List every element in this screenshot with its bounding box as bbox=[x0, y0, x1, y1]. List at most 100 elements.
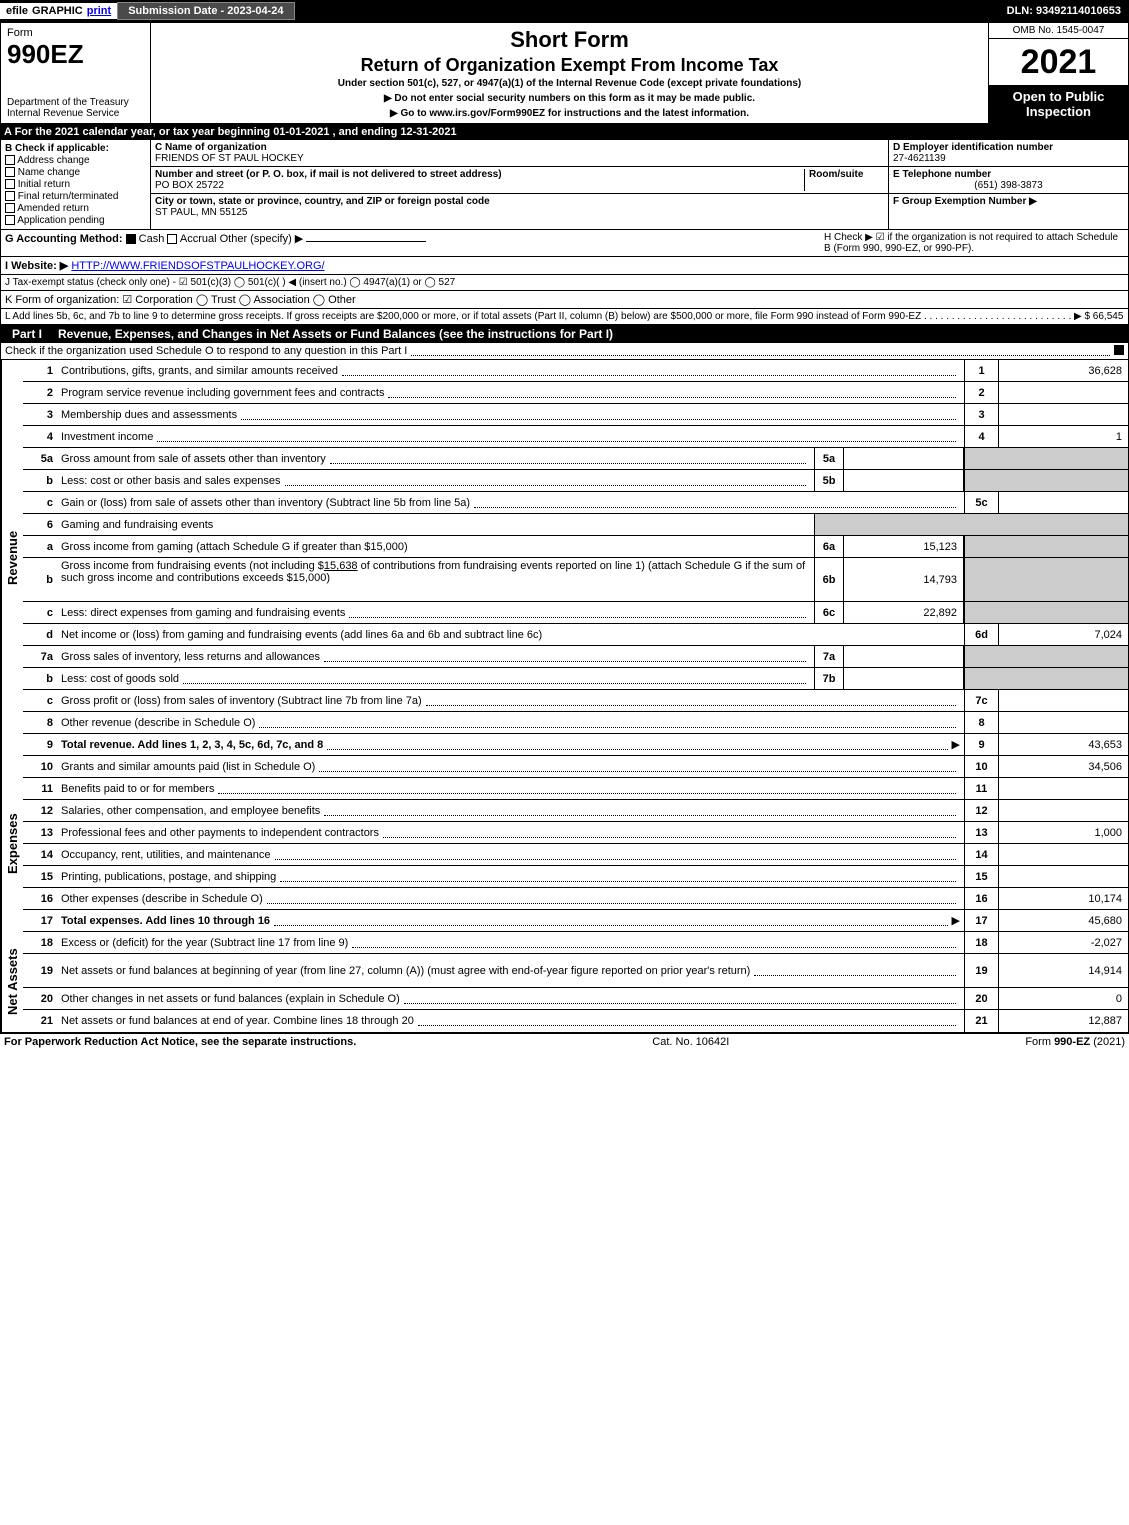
topbar: efile GRAPHIC print Submission Date - 20… bbox=[0, 0, 1129, 22]
row-a-period: A For the 2021 calendar year, or tax yea… bbox=[0, 124, 1129, 140]
h-schedule-b: H Check ▶ ☑ if the organization is not r… bbox=[824, 232, 1124, 254]
line-8: 8Other revenue (describe in Schedule O)8 bbox=[23, 712, 1128, 734]
f-label: F Group Exemption Number ▶ bbox=[893, 196, 1037, 207]
line-6: 6Gaming and fundraising events bbox=[23, 514, 1128, 536]
part1-header: Part I Revenue, Expenses, and Changes in… bbox=[0, 325, 1129, 343]
line-5a: 5aGross amount from sale of assets other… bbox=[23, 448, 1128, 470]
part1-title: Revenue, Expenses, and Changes in Net As… bbox=[58, 327, 613, 341]
c-street-label: Number and street (or P. O. box, if mail… bbox=[155, 169, 502, 180]
expenses-table: Expenses 10Grants and similar amounts pa… bbox=[0, 756, 1129, 932]
header-right: OMB No. 1545-0047 2021 Open to Public In… bbox=[988, 23, 1128, 123]
line-11: 11Benefits paid to or for members11 bbox=[23, 778, 1128, 800]
website-link[interactable]: HTTP://WWW.FRIENDSOFSTPAULHOCKEY.ORG/ bbox=[71, 260, 324, 272]
instruction-line-2: ▶ Go to www.irs.gov/Form990EZ for instru… bbox=[161, 108, 978, 119]
d-label: D Employer identification number bbox=[893, 142, 1053, 153]
line-6c: cLess: direct expenses from gaming and f… bbox=[23, 602, 1128, 624]
c-city-value: ST PAUL, MN 55125 bbox=[155, 207, 247, 218]
line-9: 9Total revenue. Add lines 1, 2, 3, 4, 5c… bbox=[23, 734, 1128, 756]
row-l-gross: L Add lines 5b, 6c, and 7b to line 9 to … bbox=[0, 309, 1129, 325]
line-17: 17Total expenses. Add lines 10 through 1… bbox=[23, 910, 1128, 932]
line-5b: bLess: cost or other basis and sales exp… bbox=[23, 470, 1128, 492]
section-b-through-f: B Check if applicable: Address change Na… bbox=[0, 140, 1129, 230]
row-i-website: I Website: ▶ HTTP://WWW.FRIENDSOFSTPAULH… bbox=[0, 257, 1129, 275]
revenue-table: Revenue 1Contributions, gifts, grants, a… bbox=[0, 360, 1129, 756]
line-14: 14Occupancy, rent, utilities, and mainte… bbox=[23, 844, 1128, 866]
short-form-title: Short Form bbox=[161, 27, 978, 53]
line-13: 13Professional fees and other payments t… bbox=[23, 822, 1128, 844]
col-def: D Employer identification number 27-4621… bbox=[888, 140, 1128, 229]
netassets-table: Net Assets 18Excess or (deficit) for the… bbox=[0, 932, 1129, 1033]
row-g-h: G Accounting Method: Cash Accrual Other … bbox=[0, 230, 1129, 257]
footer-mid: Cat. No. 10642I bbox=[652, 1036, 729, 1048]
revenue-label: Revenue bbox=[1, 360, 23, 756]
main-title: Return of Organization Exempt From Incom… bbox=[161, 55, 978, 76]
g-cash-check[interactable] bbox=[126, 234, 136, 244]
col-c-org: C Name of organization FRIENDS OF ST PAU… bbox=[151, 140, 888, 229]
line-6d: dNet income or (loss) from gaming and fu… bbox=[23, 624, 1128, 646]
e-label: E Telephone number bbox=[893, 169, 991, 180]
line-7a: 7aGross sales of inventory, less returns… bbox=[23, 646, 1128, 668]
efile-label: efile bbox=[6, 5, 28, 17]
line-16: 16Other expenses (describe in Schedule O… bbox=[23, 888, 1128, 910]
g-accrual-check[interactable] bbox=[167, 234, 177, 244]
row-k-org-form: K Form of organization: ☑ Corporation ◯ … bbox=[0, 291, 1129, 309]
b-opt-4[interactable]: Amended return bbox=[5, 203, 146, 214]
line-6b: bGross income from fundraising events (n… bbox=[23, 558, 1128, 602]
line-2: 2Program service revenue including gover… bbox=[23, 382, 1128, 404]
graphic-label: GRAPHIC bbox=[32, 5, 83, 17]
header-left: Form 990EZ Department of the Treasury In… bbox=[1, 23, 151, 123]
part1-check[interactable] bbox=[1114, 345, 1124, 355]
tax-year: 2021 bbox=[989, 39, 1128, 85]
header-mid: Short Form Return of Organization Exempt… bbox=[151, 23, 988, 123]
line-19: 19Net assets or fund balances at beginni… bbox=[23, 954, 1128, 988]
row-j-status: J Tax-exempt status (check only one) - ☑… bbox=[0, 275, 1129, 291]
c-city-label: City or town, state or province, country… bbox=[155, 196, 490, 207]
submission-date-button[interactable]: Submission Date - 2023-04-24 bbox=[117, 2, 294, 20]
b-opt-0[interactable]: Address change bbox=[5, 155, 146, 166]
form-word: Form bbox=[7, 27, 144, 39]
print-link[interactable]: print bbox=[87, 5, 111, 17]
b-opt-3[interactable]: Final return/terminated bbox=[5, 191, 146, 202]
line-7b: bLess: cost of goods sold7b bbox=[23, 668, 1128, 690]
line-1: 1Contributions, gifts, grants, and simil… bbox=[23, 360, 1128, 382]
e-value: (651) 398-3873 bbox=[893, 180, 1124, 191]
g-accounting: G Accounting Method: Cash Accrual Other … bbox=[5, 232, 824, 254]
c-room-label: Room/suite bbox=[809, 169, 863, 180]
line-5c: cGain or (loss) from sale of assets othe… bbox=[23, 492, 1128, 514]
topbar-left: efile GRAPHIC print bbox=[0, 3, 117, 19]
c-name-label: C Name of organization bbox=[155, 142, 267, 153]
line-21: 21Net assets or fund balances at end of … bbox=[23, 1010, 1128, 1032]
b-opt-5[interactable]: Application pending bbox=[5, 215, 146, 226]
b-opt-2[interactable]: Initial return bbox=[5, 179, 146, 190]
col-b-checkboxes: B Check if applicable: Address change Na… bbox=[1, 140, 151, 229]
line-6a: aGross income from gaming (attach Schedu… bbox=[23, 536, 1128, 558]
line-15: 15Printing, publications, postage, and s… bbox=[23, 866, 1128, 888]
omb-number: OMB No. 1545-0047 bbox=[989, 23, 1128, 39]
inspection-label: Open to Public Inspection bbox=[989, 85, 1128, 123]
part1-sub: Check if the organization used Schedule … bbox=[0, 343, 1129, 360]
part1-label: Part I bbox=[6, 327, 48, 341]
page-footer: For Paperwork Reduction Act Notice, see … bbox=[0, 1033, 1129, 1050]
line-10: 10Grants and similar amounts paid (list … bbox=[23, 756, 1128, 778]
c-street-value: PO BOX 25722 bbox=[155, 180, 224, 191]
line-20: 20Other changes in net assets or fund ba… bbox=[23, 988, 1128, 1010]
line-3: 3Membership dues and assessments3 bbox=[23, 404, 1128, 426]
line-7c: cGross profit or (loss) from sales of in… bbox=[23, 690, 1128, 712]
b-label: B Check if applicable: bbox=[5, 143, 146, 154]
d-value: 27-4621139 bbox=[893, 153, 946, 164]
footer-right: Form 990-EZ (2021) bbox=[1025, 1036, 1125, 1048]
subtitle: Under section 501(c), 527, or 4947(a)(1)… bbox=[161, 78, 978, 89]
line-12: 12Salaries, other compensation, and empl… bbox=[23, 800, 1128, 822]
netassets-label: Net Assets bbox=[1, 932, 23, 1032]
instruction-line-1: ▶ Do not enter social security numbers o… bbox=[161, 93, 978, 104]
line-18: 18Excess or (deficit) for the year (Subt… bbox=[23, 932, 1128, 954]
form-number: 990EZ bbox=[7, 39, 144, 70]
dln-label: DLN: 93492114010653 bbox=[999, 3, 1129, 19]
expenses-label: Expenses bbox=[1, 756, 23, 932]
line-4: 4Investment income41 bbox=[23, 426, 1128, 448]
department: Department of the Treasury Internal Reve… bbox=[7, 97, 144, 119]
b-opt-1[interactable]: Name change bbox=[5, 167, 146, 178]
form-header: Form 990EZ Department of the Treasury In… bbox=[0, 22, 1129, 124]
c-name-value: FRIENDS OF ST PAUL HOCKEY bbox=[155, 153, 304, 164]
footer-left: For Paperwork Reduction Act Notice, see … bbox=[4, 1036, 356, 1048]
